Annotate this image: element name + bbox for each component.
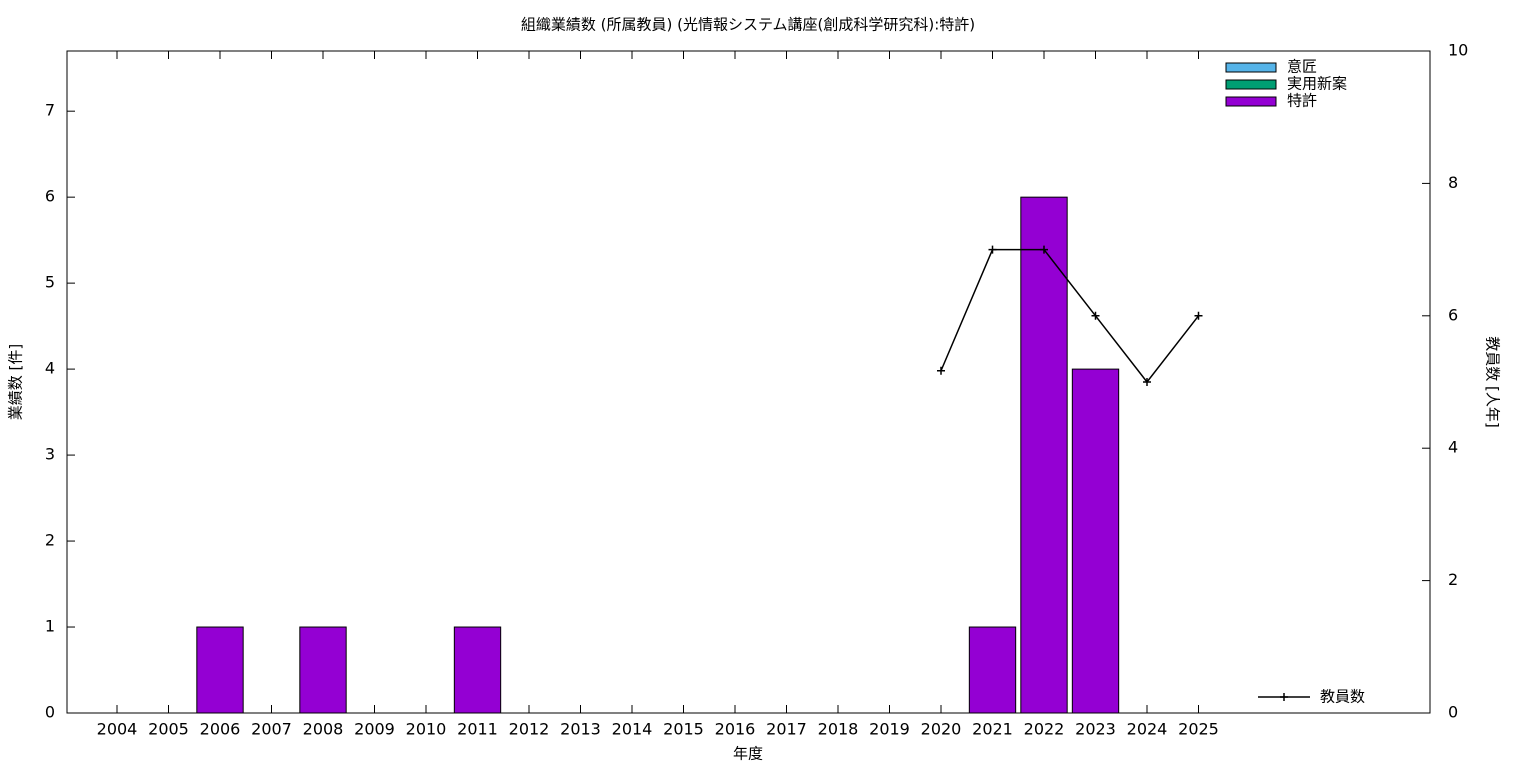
- legend-label: 意匠: [1287, 58, 1317, 76]
- bar: [299, 626, 347, 714]
- y-tick-label: 5: [45, 273, 55, 292]
- bar: [1020, 196, 1068, 714]
- x-tick-label: 2005: [148, 720, 189, 739]
- y2-axis-label: 教員数 [人年]: [1484, 336, 1502, 427]
- x-tick-label: 2006: [200, 720, 241, 739]
- x-tick-label: 2018: [818, 720, 859, 739]
- x-tick-label: 2008: [303, 720, 344, 739]
- y-tick-label: 1: [45, 617, 55, 636]
- bar: [968, 626, 1017, 714]
- y2-tick-label: 0: [1448, 703, 1458, 722]
- bar: [196, 626, 244, 714]
- legend-swatch: [1225, 79, 1277, 90]
- plot-frame: [66, 50, 1431, 714]
- line-marker: [1040, 245, 1048, 254]
- y2-tick-label: 6: [1448, 305, 1458, 324]
- y2-tick-label: 8: [1448, 173, 1458, 192]
- x-tick-label: 2012: [509, 720, 550, 739]
- x-tick-label: 2007: [251, 720, 292, 739]
- x-tick-label: 2010: [406, 720, 447, 739]
- y-tick-label: 7: [45, 101, 55, 120]
- y-tick-label: 0: [45, 703, 55, 722]
- x-tick-label: 2024: [1127, 720, 1168, 739]
- y2-tick-label: 2: [1448, 570, 1458, 589]
- x-tick-label: 2020: [921, 720, 962, 739]
- y-tick-label: 3: [45, 445, 55, 464]
- line-marker: [1194, 311, 1203, 320]
- x-axis-label: 年度: [733, 745, 763, 763]
- x-tick-label: 2016: [715, 720, 756, 739]
- line-marker: [1091, 311, 1100, 320]
- x-tick-label: 2019: [869, 720, 910, 739]
- y-tick-label: 2: [45, 531, 55, 550]
- x-tick-label: 2013: [560, 720, 601, 739]
- x-tick-label: 2015: [663, 720, 704, 739]
- x-tick-label: 2025: [1178, 720, 1219, 739]
- x-tick-label: 2011: [457, 720, 498, 739]
- line-marker: [988, 245, 997, 254]
- legend-label: 教員数: [1320, 688, 1365, 706]
- y-tick-label: 6: [45, 187, 55, 206]
- x-tick-label: 2017: [766, 720, 807, 739]
- y2-tick-label: 4: [1448, 438, 1458, 457]
- legend-label: 実用新案: [1287, 75, 1347, 93]
- line-marker: [937, 366, 945, 375]
- legend-swatch: [1225, 96, 1277, 107]
- line: [940, 248, 1200, 384]
- line-marker: [1143, 378, 1151, 386]
- y-tick-label: 4: [45, 359, 55, 378]
- y-axis-label: 業績数 [件]: [7, 344, 25, 420]
- y2-tick-label: 10: [1448, 41, 1468, 60]
- x-tick-label: 2004: [97, 720, 138, 739]
- x-tick-label: 2023: [1075, 720, 1116, 739]
- chart-title: 組織業績数 (所属教員) (光情報システム講座(創成科学研究科):特許): [521, 16, 975, 34]
- x-tick-label: 2021: [972, 720, 1013, 739]
- legend-marker: [1280, 693, 1288, 701]
- bar: [1071, 368, 1120, 714]
- x-tick-label: 2009: [354, 720, 395, 739]
- x-tick-label: 2022: [1024, 720, 1065, 739]
- bar: [453, 626, 502, 714]
- legend-swatch: [1225, 62, 1277, 73]
- x-tick-label: 2014: [612, 720, 653, 739]
- legend-label: 特許: [1287, 92, 1317, 110]
